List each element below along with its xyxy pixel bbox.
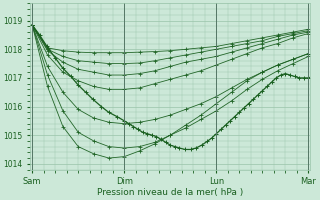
X-axis label: Pression niveau de la mer( hPa ): Pression niveau de la mer( hPa ) (97, 188, 244, 197)
